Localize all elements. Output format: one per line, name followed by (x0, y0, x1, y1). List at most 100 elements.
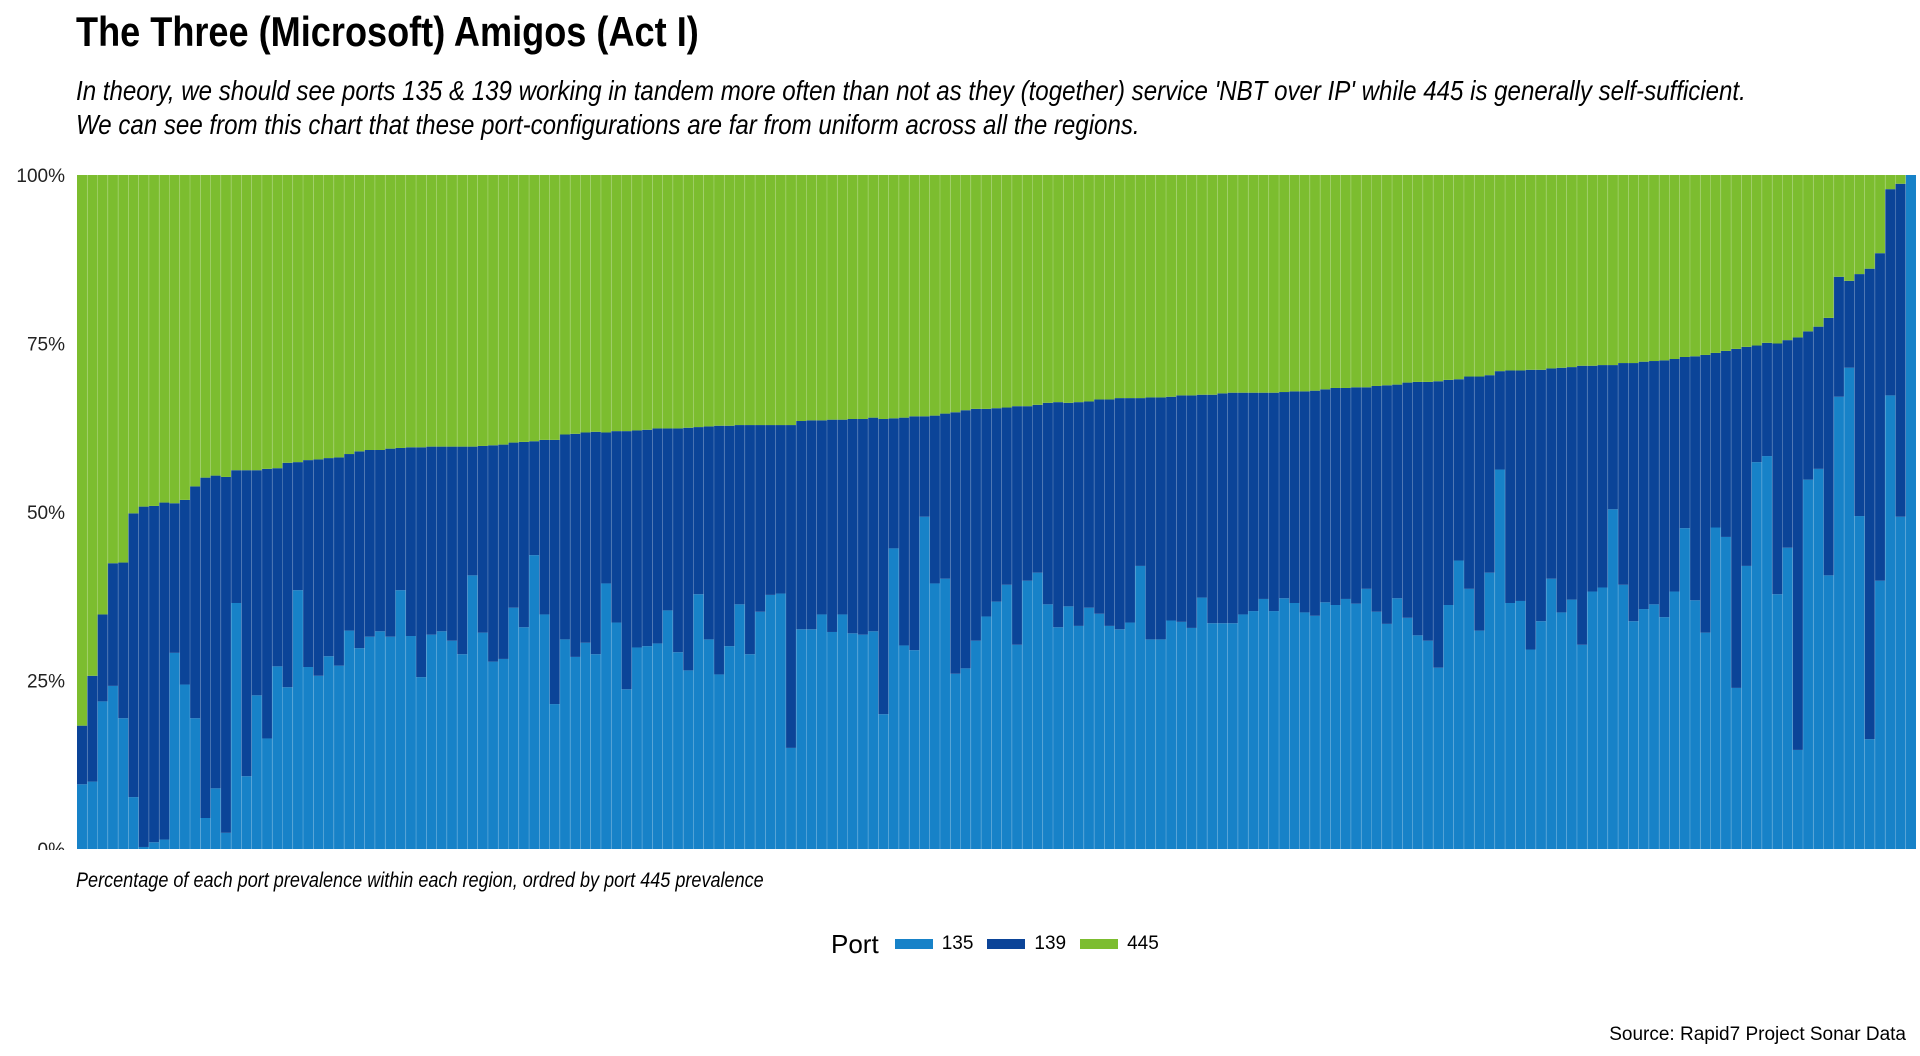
bar-port-445 (1761, 175, 1773, 343)
bar-port-135 (303, 667, 314, 849)
bar-port-135 (1053, 627, 1064, 849)
bar-port-445 (1381, 175, 1393, 386)
bar-port-139 (1196, 394, 1208, 598)
bar-port-139 (981, 408, 992, 617)
bar-port-445 (1546, 175, 1557, 369)
bar-port-139 (1022, 406, 1033, 581)
bar-port-139 (138, 506, 149, 847)
bar-port-139 (1844, 280, 1855, 368)
bar-port-135 (1689, 600, 1701, 849)
bar-port-445 (652, 175, 663, 429)
bar-port-139 (1535, 369, 1547, 622)
bar-port-139 (251, 470, 262, 696)
bar-port-445 (1063, 175, 1074, 403)
bar-port-139 (457, 446, 468, 655)
bar-port-139 (416, 447, 427, 678)
bar-port-445 (1104, 175, 1115, 400)
bar-port-139 (960, 410, 971, 669)
bar-port-445 (1607, 175, 1619, 366)
bar-port-135 (374, 631, 386, 849)
bar-port-135 (1474, 630, 1485, 849)
bar-port-135 (796, 629, 807, 849)
bar-port-445 (1402, 175, 1413, 383)
bar-port-135 (960, 668, 971, 849)
bar-port-139 (713, 425, 725, 675)
bar-port-135 (1802, 479, 1814, 849)
bar-port-139 (1494, 371, 1506, 470)
bar-port-135 (919, 516, 930, 849)
bar-port-445 (539, 175, 550, 440)
legend-swatch-139 (987, 939, 1026, 949)
bar-port-139 (1546, 368, 1557, 579)
bar-port-135 (1556, 612, 1567, 849)
bar-port-445 (960, 175, 971, 411)
bar-port-139 (1720, 350, 1732, 537)
bar-port-135 (1094, 613, 1105, 849)
bar-port-135 (282, 687, 293, 849)
bar-port-445 (919, 175, 930, 417)
bar-port-139 (1556, 367, 1567, 613)
bar-port-445 (662, 175, 673, 429)
bar-port-139 (672, 428, 684, 653)
bar-port-139 (374, 449, 386, 632)
bar-port-139 (200, 477, 211, 818)
bar-port-445 (1114, 175, 1125, 399)
bar-port-445 (272, 175, 283, 469)
bar-port-445 (1443, 175, 1454, 380)
bar-port-445 (693, 175, 704, 428)
bar-port-445 (1710, 175, 1721, 353)
bar-port-135 (1463, 588, 1475, 849)
bar-port-139 (1032, 404, 1043, 573)
bar-port-139 (796, 421, 807, 630)
bar-port-139 (1443, 379, 1454, 606)
bar-port-445 (159, 175, 170, 503)
bar-port-135 (642, 646, 653, 849)
bar-port-445 (1196, 175, 1208, 395)
bar-port-445 (1186, 175, 1197, 396)
bar-port-139 (1669, 359, 1680, 592)
bar-port-135 (261, 738, 273, 849)
bar-port-135 (1227, 623, 1238, 849)
bar-port-135 (1587, 591, 1598, 849)
bar-port-445 (385, 175, 396, 449)
bar-port-135 (1155, 639, 1167, 849)
bar-port-135 (559, 639, 571, 849)
bar-port-135 (446, 640, 458, 849)
bar-port-135 (1782, 547, 1793, 849)
chart-title: The Three (Microsoft) Amigos (Act I) (76, 8, 699, 55)
bar-port-135 (1114, 629, 1125, 849)
bar-port-135 (457, 654, 468, 849)
bar-port-139 (1402, 382, 1413, 618)
bar-port-445 (570, 175, 581, 434)
bar-port-445 (642, 175, 653, 430)
bar-port-139 (97, 614, 108, 702)
bar-port-139 (1083, 401, 1095, 608)
bar-port-445 (991, 175, 1002, 409)
bar-port-445 (1289, 175, 1300, 392)
bar-port-135 (1833, 396, 1845, 849)
bar-port-445 (1474, 175, 1485, 377)
legend-swatch-135 (894, 939, 933, 949)
bar-port-135 (1001, 584, 1012, 849)
bar-port-135 (816, 614, 827, 849)
bar-port-135 (200, 817, 211, 849)
bar-port-139 (621, 431, 632, 690)
bar-port-135 (1196, 597, 1208, 849)
bar-port-445 (118, 175, 129, 563)
bar-port-445 (87, 175, 98, 676)
bar-port-139 (385, 448, 396, 637)
bar-port-445 (169, 175, 180, 504)
bar-port-445 (1124, 175, 1136, 399)
bar-port-139 (1186, 395, 1197, 628)
bar-port-135 (354, 648, 365, 849)
bar-port-139 (1463, 376, 1475, 589)
bar-port-445 (1874, 175, 1886, 254)
bar-port-135 (436, 631, 447, 849)
bar-port-139 (231, 470, 242, 603)
bar-port-139 (1145, 397, 1156, 640)
bar-port-445 (713, 175, 725, 426)
bar-port-139 (1371, 385, 1382, 612)
bar-port-139 (631, 430, 643, 648)
bar-port-135 (97, 701, 108, 849)
bar-port-445 (590, 175, 601, 432)
